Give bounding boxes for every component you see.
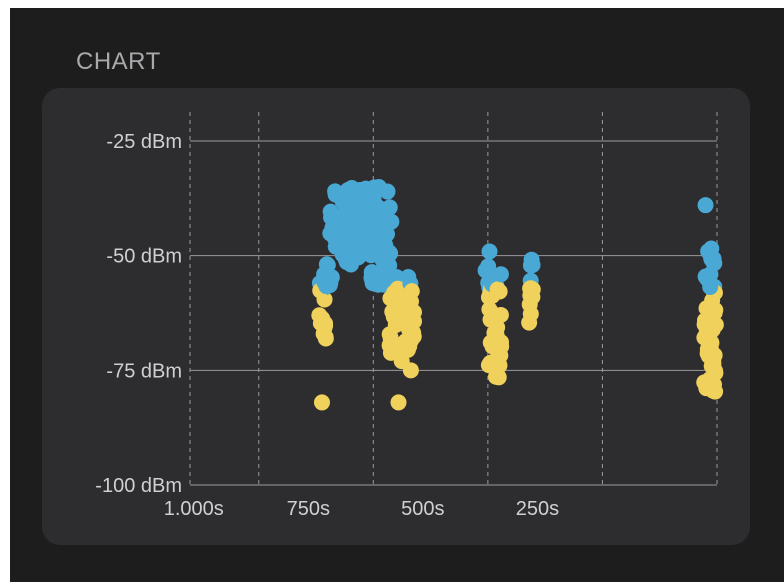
data-point (522, 305, 539, 322)
data-point (703, 334, 720, 351)
data-point (488, 327, 505, 344)
data-point (381, 199, 398, 216)
y-tick-label: -50 dBm (106, 246, 182, 268)
data-point (322, 274, 339, 291)
data-point (317, 330, 334, 347)
data-point (522, 257, 539, 274)
data-point (336, 193, 353, 210)
data-point (705, 250, 722, 267)
data-point (373, 248, 390, 265)
data-point (390, 394, 407, 411)
data-point (490, 347, 507, 364)
data-point (707, 364, 724, 381)
data-point (393, 353, 410, 370)
data-point (405, 304, 422, 321)
data-point (492, 266, 509, 283)
data-point (314, 310, 331, 327)
chart-card: -25 dBm -50 dBm -75 dBm -100 dBm 1.000s 750s 5… (42, 88, 750, 545)
data-point (342, 256, 359, 273)
y-tick-label: -25 dBm (106, 131, 182, 153)
x-tick-label: 500s (401, 498, 444, 520)
data-point (704, 321, 721, 338)
grid-layer (189, 112, 718, 486)
data-point (357, 219, 374, 236)
data-point (489, 281, 506, 298)
data-point (702, 301, 719, 318)
data-point (383, 213, 400, 230)
section-title: CHART (76, 48, 161, 75)
data-point (405, 328, 422, 345)
data-point (696, 374, 713, 391)
data-point (524, 281, 541, 298)
data-point (702, 278, 719, 295)
data-point (379, 183, 396, 200)
app-screen: CHART -25 dBm -50 dBm -75 dBm -100 dBm 1.000… (10, 8, 784, 582)
data-point (313, 394, 330, 411)
data-point (363, 264, 380, 281)
x-tick-label: 250s (516, 498, 559, 520)
data-point (697, 197, 714, 214)
data-point (490, 369, 507, 386)
y-tick-label: -100 dBm (95, 475, 182, 497)
x-tick-label: 1.000s (164, 498, 224, 520)
data-point (702, 266, 719, 283)
data-point (319, 257, 336, 274)
data-point (483, 305, 500, 322)
data-point (399, 288, 416, 305)
data-point (369, 232, 386, 249)
data-point (481, 243, 498, 260)
data-point (362, 205, 379, 222)
y-tick-label: -75 dBm (106, 360, 182, 382)
x-tick-label: 750s (287, 498, 330, 520)
point-layer (311, 178, 724, 411)
